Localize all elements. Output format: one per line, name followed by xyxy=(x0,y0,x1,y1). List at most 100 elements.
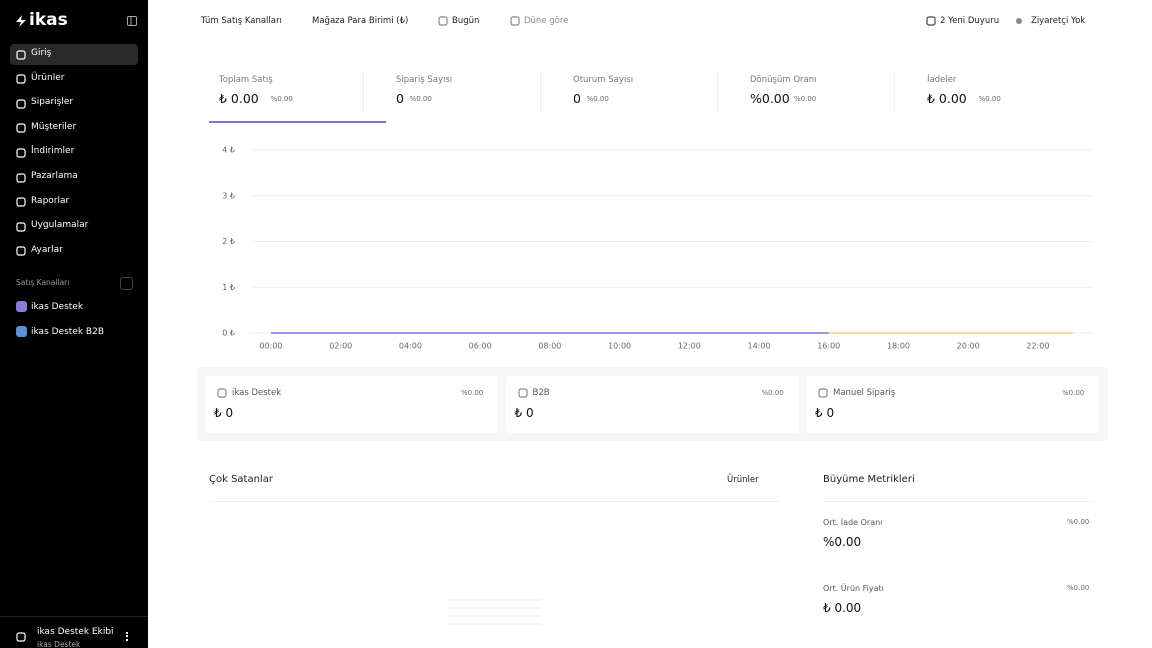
channel-change: %0.00 xyxy=(1062,389,1085,397)
kpi-label[interactable]: Toplam Satış xyxy=(219,75,273,85)
kpi-divider xyxy=(540,72,541,112)
chart: 0 ₺ 1 ₺ 2 ₺ 3 ₺ 4 ₺ 00:00 02:00 04:00 06:00 08:00… xyxy=(222,146,1093,351)
nav-item[interactable]: Uygulamalar xyxy=(31,220,89,231)
kpi-divider xyxy=(717,72,718,112)
x-tick-label: 20:00 xyxy=(957,342,980,351)
kpi-label[interactable]: Dönüşüm Oranı xyxy=(750,75,817,85)
kpi-change: %0.00 xyxy=(978,95,1001,103)
x-tick-label: 08:00 xyxy=(538,342,561,351)
metric-change: %0.00 xyxy=(1067,583,1090,592)
kpi-value: %0.00 xyxy=(750,91,790,106)
nav-item[interactable]: İndirimler xyxy=(31,146,75,157)
channel-card xyxy=(205,376,498,433)
user-name: ikas Destek Ekibi xyxy=(37,627,114,637)
icon xyxy=(438,16,448,26)
topbar xyxy=(148,0,1152,42)
icon xyxy=(16,632,26,642)
kpi-divider xyxy=(894,72,895,112)
y-tick-label: 0 ₺ xyxy=(222,329,235,338)
section-title: Çok Satanlar xyxy=(209,474,273,485)
filter[interactable]: Bugün xyxy=(452,16,480,26)
visitor-dot xyxy=(1016,18,1022,24)
metric-label: Ort. İade Oranı xyxy=(823,518,883,527)
kpi-label[interactable]: İadeler xyxy=(927,75,957,85)
x-tick-label: 12:00 xyxy=(678,342,701,351)
icon xyxy=(217,388,227,398)
channel-name: Manuel Sipariş xyxy=(833,388,896,398)
announcements[interactable]: 2 Yeni Duyuru xyxy=(940,16,1000,26)
x-tick-label: 22:00 xyxy=(1026,342,1049,351)
channel-item[interactable]: ikas Destek xyxy=(31,302,84,312)
channel-card xyxy=(806,376,1099,433)
sidebar: ikas Giriş Ürünler Siparişler Müşteriler İnd… xyxy=(0,0,148,648)
channel-value: ₺ 0 xyxy=(214,406,234,420)
icon xyxy=(510,16,520,26)
icon xyxy=(926,16,936,26)
kpi-value: 0 xyxy=(396,91,404,106)
icon xyxy=(16,197,26,207)
divider xyxy=(0,616,148,617)
y-tick-label: 1 ₺ xyxy=(222,283,235,292)
nav-item[interactable]: Raporlar xyxy=(31,195,70,206)
collapse-button[interactable] xyxy=(127,16,137,26)
kpi-change: %0.00 xyxy=(794,95,817,103)
kpi-change: %0.00 xyxy=(270,95,293,103)
icon xyxy=(16,99,26,109)
channel-value: ₺ 0 xyxy=(514,406,534,420)
x-tick-label: 10:00 xyxy=(608,342,631,351)
icon xyxy=(16,172,26,183)
channel-icon xyxy=(16,301,27,312)
add-channel[interactable] xyxy=(120,277,133,290)
kpi-active xyxy=(209,121,386,123)
filter[interactable]: Tüm Satış Kanalları xyxy=(201,16,282,26)
logo-icon xyxy=(16,15,26,27)
nav-item[interactable]: Müşteriler xyxy=(31,121,77,132)
filter[interactable]: Düne göre xyxy=(524,16,569,26)
x-tick-label: 14:00 xyxy=(748,342,771,351)
x-tick-label: 02:00 xyxy=(329,342,352,351)
icon xyxy=(517,388,528,398)
kpi-divider xyxy=(363,72,364,112)
logo: ikas xyxy=(29,10,68,30)
metric-value: ₺ 0.00 xyxy=(823,600,862,615)
kpi-value: 0 xyxy=(573,91,581,106)
nav-item[interactable]: Ayarlar xyxy=(31,244,63,255)
nav-item[interactable]: Giriş xyxy=(31,48,52,58)
user-menu[interactable] xyxy=(126,632,130,641)
icon xyxy=(16,123,26,133)
divider xyxy=(209,501,779,502)
x-tick-label: 18:00 xyxy=(887,342,910,351)
icon xyxy=(16,49,26,60)
nav-item[interactable]: Siparişler xyxy=(31,97,74,108)
section-title: Satış Kanalları xyxy=(16,278,70,287)
icon xyxy=(818,388,828,398)
metric-value: %0.00 xyxy=(823,535,862,549)
channel-value: ₺ 0 xyxy=(815,406,835,420)
nav-item[interactable]: Ürünler xyxy=(31,72,65,83)
x-tick-label: 06:00 xyxy=(469,342,492,351)
filter[interactable]: Mağaza Para Birimi (₺) xyxy=(312,16,409,26)
kpi-value: ₺ 0.00 xyxy=(927,91,967,106)
icon xyxy=(16,74,26,84)
section-title: Büyüme Metrikleri xyxy=(823,474,915,485)
kpi-label[interactable]: Oturum Sayısı xyxy=(573,75,634,85)
y-tick-label: 2 ₺ xyxy=(222,237,235,246)
channel-change: %0.00 xyxy=(761,389,784,397)
x-tick-label: 00:00 xyxy=(259,342,282,351)
products-filter[interactable]: Ürünler xyxy=(727,475,759,485)
nav-item[interactable]: Pazarlama xyxy=(31,171,78,181)
user-org: ikas Destek xyxy=(37,640,81,648)
channel-change: %0.00 xyxy=(461,389,484,397)
visitors[interactable]: Ziyaretçi Yok xyxy=(1031,16,1086,26)
x-tick-label: 16:00 xyxy=(817,342,840,351)
kpi-label[interactable]: Sipariş Sayısı xyxy=(396,75,453,85)
channel-item[interactable]: ikas Destek B2B xyxy=(31,326,104,337)
y-tick-label: 4 ₺ xyxy=(222,146,235,155)
icon xyxy=(16,148,26,158)
metric-change: %0.00 xyxy=(1067,518,1090,526)
y-tick-label: 3 ₺ xyxy=(222,191,235,200)
kpi-value: ₺ 0.00 xyxy=(219,91,259,106)
icon xyxy=(16,246,26,256)
channel-name: B2B xyxy=(532,388,550,398)
